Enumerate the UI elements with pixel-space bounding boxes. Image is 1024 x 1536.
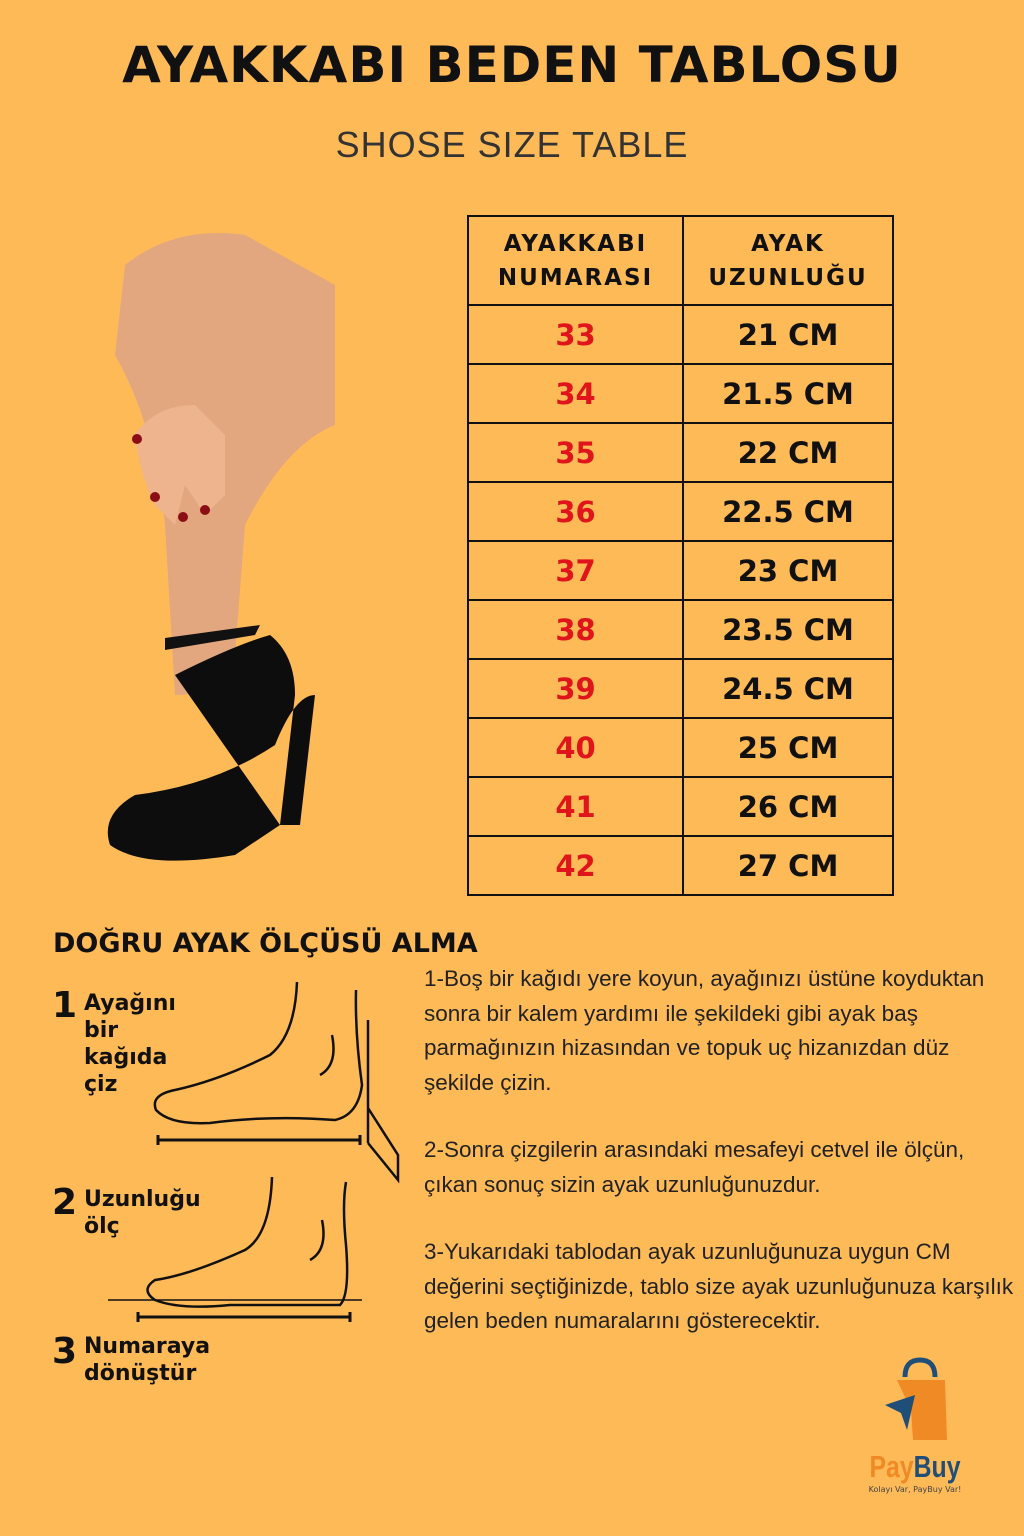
shoe-photo xyxy=(107,233,335,861)
foot-measure-illustration xyxy=(108,981,400,1322)
foot-length-cell: 25 CM xyxy=(682,717,894,778)
howto-heading: DOĞRU AYAK ÖLÇÜSÜ ALMA xyxy=(53,928,478,959)
shoe-size-cell: 41 xyxy=(467,776,684,837)
shoe-size-cell: 34 xyxy=(467,363,684,424)
logo-buy: Buy xyxy=(913,1449,961,1484)
table-row: 41 26 CM xyxy=(467,776,894,837)
instruction-2: 2-Sonra çizgilerin arasındaki mesafeyi c… xyxy=(424,1137,965,1197)
step-number: 2 xyxy=(52,1182,78,1223)
size-table: AYAKKABI NUMARASI AYAK UZUNLUĞU 33 21 CM 3… xyxy=(467,215,894,896)
foot-length-cell: 22 CM xyxy=(682,422,894,483)
foot-length-cell: 21.5 CM xyxy=(682,363,894,424)
page-subtitle: SHOSE SIZE TABLE xyxy=(335,124,689,165)
foot-length-cell: 23 CM xyxy=(682,540,894,601)
table-row: 42 27 CM xyxy=(467,835,894,896)
step-number: 3 xyxy=(52,1331,78,1372)
page-title: AYAKKABI BEDEN TABLOSU xyxy=(122,36,902,94)
table-row: 33 21 CM xyxy=(467,304,894,365)
instructions: 1-Boş bir kağıdı yere koyun, ayağınızı ü… xyxy=(424,962,1014,1372)
foot-length-cell: 21 CM xyxy=(682,304,894,365)
header-foot-length: AYAK UZUNLUĞU xyxy=(682,215,894,306)
step-label: Ayağını bir kağıda çiz xyxy=(84,991,176,1097)
shoe-size-cell: 37 xyxy=(467,540,684,601)
logo-tagline: Kolayı Var, PayBuy Var! xyxy=(868,1485,962,1494)
table-row: 38 23.5 CM xyxy=(467,599,894,660)
step-label: Numaraya dönüştür xyxy=(84,1334,211,1386)
logo-wordmark: PayBuy xyxy=(867,1449,963,1485)
table-row: 40 25 CM xyxy=(467,717,894,778)
table-row: 37 23 CM xyxy=(467,540,894,601)
foot-length-cell: 23.5 CM xyxy=(682,599,894,660)
step-label: Uzunluğu ölç xyxy=(84,1187,201,1239)
foot-length-cell: 22.5 CM xyxy=(682,481,894,542)
foot-length-cell: 24.5 CM xyxy=(682,658,894,719)
table-row: 39 24.5 CM xyxy=(467,658,894,719)
table-row: 36 22.5 CM xyxy=(467,481,894,542)
step-number: 1 xyxy=(52,985,78,1026)
foot-length-cell: 27 CM xyxy=(682,835,894,896)
instruction-1: 1-Boş bir kağıdı yere koyun, ayağınızı ü… xyxy=(424,966,985,1095)
instruction-3: 3-Yukarıdaki tablodan ayak uzunluğunuza … xyxy=(424,1239,1014,1333)
shoe-size-cell: 33 xyxy=(467,304,684,365)
shoe-size-cell: 40 xyxy=(467,717,684,778)
foot-length-cell: 26 CM xyxy=(682,776,894,837)
table-row: 34 21.5 CM xyxy=(467,363,894,424)
paybuy-logo: PayBuy Kolayı Var, PayBuy Var! xyxy=(855,1355,975,1494)
header-shoe-size: AYAKKABI NUMARASI xyxy=(467,215,684,306)
shoe-size-cell: 35 xyxy=(467,422,684,483)
shoe-size-cell: 42 xyxy=(467,835,684,896)
shoe-size-cell: 38 xyxy=(467,599,684,660)
shoe-size-cell: 39 xyxy=(467,658,684,719)
table-header-row: AYAKKABI NUMARASI AYAK UZUNLUĞU xyxy=(467,215,894,306)
logo-pay: Pay xyxy=(869,1449,914,1484)
shopping-bag-icon xyxy=(885,1357,947,1440)
shoe-size-cell: 36 xyxy=(467,481,684,542)
table-row: 35 22 CM xyxy=(467,422,894,483)
